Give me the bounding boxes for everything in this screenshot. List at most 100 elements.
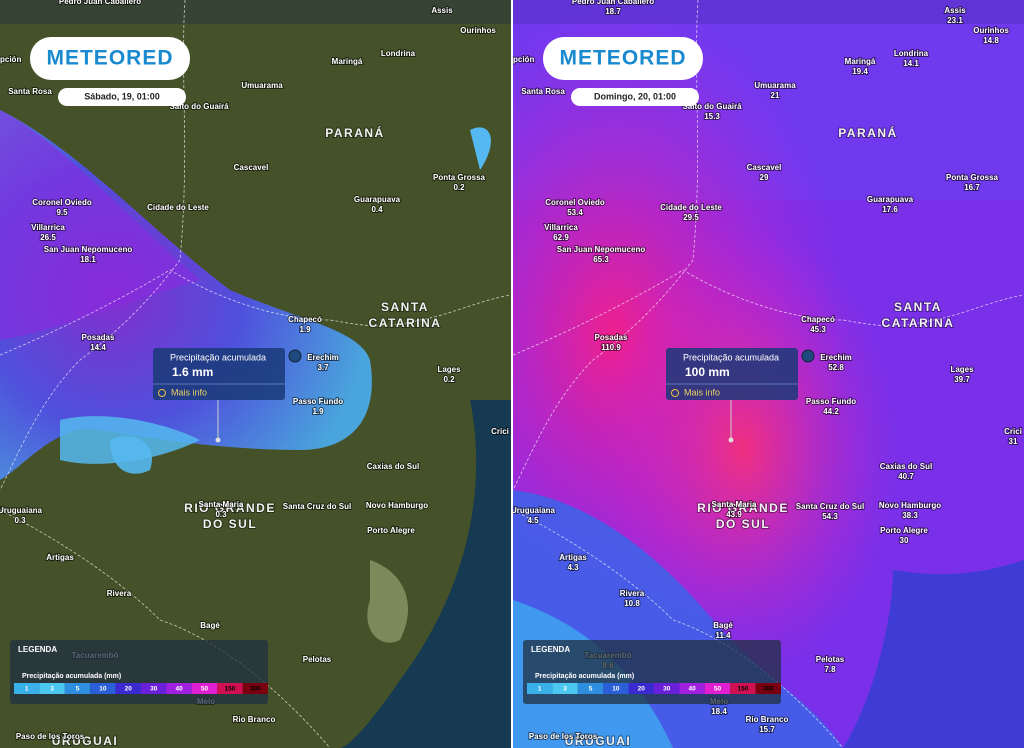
city-value: 44.2 — [823, 407, 839, 416]
legend-subtitle: Precipitação acumulada (mm) — [535, 673, 634, 680]
city-name: Porto Alegre — [367, 526, 415, 535]
city-name: Erechim — [307, 353, 339, 362]
region-label: URUGUAI — [52, 734, 119, 748]
tooltip-box — [153, 348, 285, 400]
border — [0, 269, 511, 356]
city-value: 18.4 — [711, 707, 727, 716]
city-name: Lages — [437, 365, 461, 374]
legend-scale-label: 5 — [589, 686, 593, 693]
region-label: DO SUL — [716, 517, 770, 531]
city-value: 3.7 — [317, 363, 329, 372]
legend-scale-label: 300 — [763, 686, 774, 693]
city-name: Pelotas — [816, 655, 845, 664]
city-name: pción — [0, 55, 21, 64]
logo-badge — [30, 37, 190, 80]
city-value: 4.3 — [567, 563, 579, 572]
border — [513, 509, 844, 748]
legend-scale-label: 50 — [201, 686, 209, 693]
city-name: Passo Fundo — [806, 397, 856, 406]
legend-swatch — [166, 683, 192, 694]
city-name: Crici — [1004, 427, 1022, 436]
city-name: Ourinhos — [973, 26, 1009, 35]
city-value: 45.3 — [810, 325, 826, 334]
city-value: 10.8 — [624, 599, 640, 608]
legend-scale-label: 50 — [714, 686, 722, 693]
city-name: Bagé — [200, 621, 220, 630]
city-name: San Juan Nepomuceno — [557, 245, 646, 254]
city-name: Maringá — [332, 57, 363, 66]
city-name: Caxias do Sul — [367, 462, 419, 471]
legend-swatch — [704, 683, 731, 694]
city-name: Erechim — [820, 353, 852, 362]
legend-swatch — [39, 683, 65, 694]
map: PARANÁ SANTA CATARINA RIO GRANDE DO SUL URUGU… — [513, 0, 1024, 748]
city-value: 23.1 — [947, 16, 963, 25]
city-value: 21 — [771, 91, 780, 100]
region-label: PARANÁ — [838, 125, 897, 140]
city-value: 19.4 — [852, 67, 868, 76]
city-name: Ourinhos — [460, 26, 496, 35]
city-value: 0.3 — [14, 516, 26, 525]
tooltip-title: Precipitação acumulada — [170, 352, 266, 362]
legend-swatch — [654, 683, 680, 694]
legend-swatch — [14, 683, 40, 694]
legend-scale-label: 20 — [638, 686, 646, 693]
map: PARANÁ SANTA CATARINA RIO GRANDE DO SUL URUGU… — [0, 0, 511, 748]
city-value: 14.8 — [983, 36, 999, 45]
map-panel: PARANÁ SANTA CATARINA RIO GRANDE DO SUL URUGU… — [513, 0, 1024, 748]
region-label: PARANÁ — [325, 125, 384, 140]
city-name: pción — [513, 55, 534, 64]
city-name: Rio Branco — [233, 715, 276, 724]
city-name: San Juan Nepomuceno — [44, 245, 133, 254]
city-name: Paso de los Toros — [16, 732, 85, 741]
date: Domingo, 20, 01:00 — [594, 91, 676, 101]
city-name: Chapecó — [288, 315, 322, 324]
city-value: 38.3 — [902, 511, 918, 520]
city-value: 0.4 — [371, 205, 383, 214]
tooltip-value: 1.6 mm — [172, 365, 213, 379]
city-name: Villarrica — [544, 223, 578, 232]
city-name: Umuarama — [754, 81, 796, 90]
legend-scale-label: 3 — [563, 686, 567, 693]
more-info-link[interactable]: Mais info — [171, 387, 207, 397]
info-icon — [158, 389, 166, 397]
legend-swatch — [679, 683, 705, 694]
location-marker — [801, 349, 815, 363]
city-name: Rio Branco — [746, 715, 789, 724]
region-label: SANTA — [381, 300, 429, 314]
legend-scale-label: 5 — [76, 686, 80, 693]
city-name: Salto do Guairá — [682, 102, 742, 111]
legend-scale-label: 30 — [663, 686, 671, 693]
legend-swatch — [628, 683, 654, 694]
city-name: Villarrica — [31, 223, 65, 232]
city-name: Rivera — [107, 589, 132, 598]
city-name: Assis — [431, 6, 453, 15]
logo: METEORED — [559, 47, 686, 70]
legend-scale-label: 1 — [538, 686, 542, 693]
city-name: Rivera — [620, 589, 645, 598]
city-value: 53.4 — [567, 208, 583, 217]
city-name: Caxias do Sul — [880, 462, 932, 471]
info-icon — [671, 389, 679, 397]
city-value: 9.5 — [56, 208, 68, 217]
city-name: Santa Maria — [712, 500, 757, 509]
location-marker — [288, 349, 302, 363]
legend-scale-label: 1 — [25, 686, 29, 693]
city-value: 29.5 — [683, 213, 699, 222]
legend-scale-label: 300 — [250, 686, 261, 693]
date-badge — [571, 88, 699, 106]
city-name: Guarapuava — [867, 195, 914, 204]
city-value: 14.1 — [903, 59, 919, 68]
city-name: Santa Cruz do Sul — [796, 502, 864, 511]
city-name: Umuarama — [241, 81, 283, 90]
city-name: Ponta Grossa — [433, 173, 486, 182]
more-info-link[interactable]: Mais info — [684, 387, 720, 397]
city-name: Lages — [950, 365, 974, 374]
legend-scale-label: 10 — [612, 686, 620, 693]
city-name: Pedro Juan Caballero — [59, 0, 141, 6]
city-name: Paso de los Toros — [529, 732, 598, 741]
city-value: 40.7 — [898, 472, 914, 481]
region-label: DO SUL — [203, 517, 257, 531]
city-value: 0.3 — [215, 510, 227, 519]
city-name: Bagé — [713, 621, 733, 630]
